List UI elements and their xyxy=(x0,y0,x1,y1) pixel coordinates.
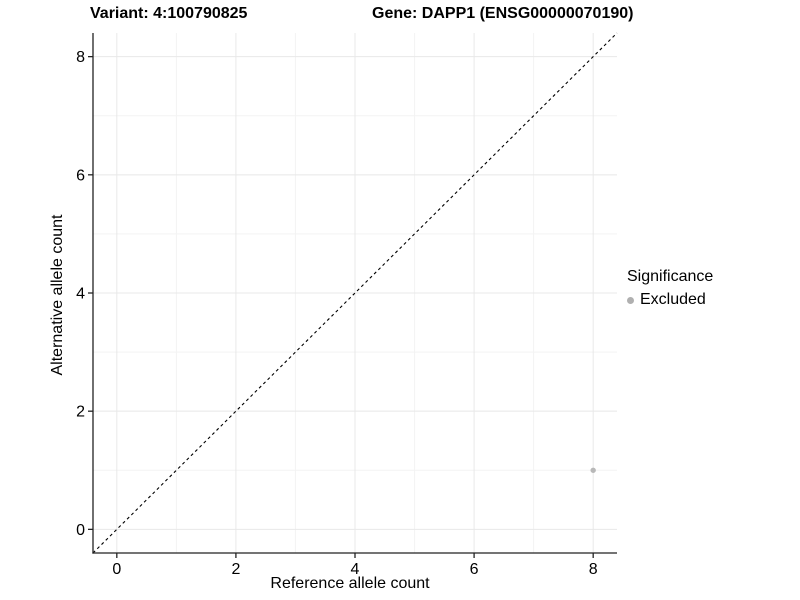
y-tick-label: 8 xyxy=(76,49,85,66)
y-tick-label: 6 xyxy=(76,167,85,184)
y-tick-label: 4 xyxy=(76,286,85,303)
legend-title: Significance xyxy=(627,268,714,285)
gene-title: Gene: DAPP1 (ENSG00000070190) xyxy=(372,5,634,22)
x-tick-label: 2 xyxy=(231,561,240,578)
y-tick-label: 0 xyxy=(76,522,85,539)
x-tick-label: 0 xyxy=(112,561,121,578)
legend-item-label: Excluded xyxy=(640,291,706,308)
legend: Significance Excluded xyxy=(627,268,713,309)
x-axis-label: Reference allele count xyxy=(270,575,430,592)
y-tick-label: 2 xyxy=(76,404,85,421)
x-tick-label: 4 xyxy=(351,561,360,578)
y-axis-label: Alternative allele count xyxy=(49,214,66,376)
data-point xyxy=(590,467,596,473)
legend-item-excluded: Excluded xyxy=(627,291,713,309)
legend-point-icon xyxy=(627,296,634,304)
x-tick-label: 6 xyxy=(470,561,479,578)
x-tick-label: 8 xyxy=(589,561,598,578)
variant-title: Variant: 4:100790825 xyxy=(90,5,248,22)
